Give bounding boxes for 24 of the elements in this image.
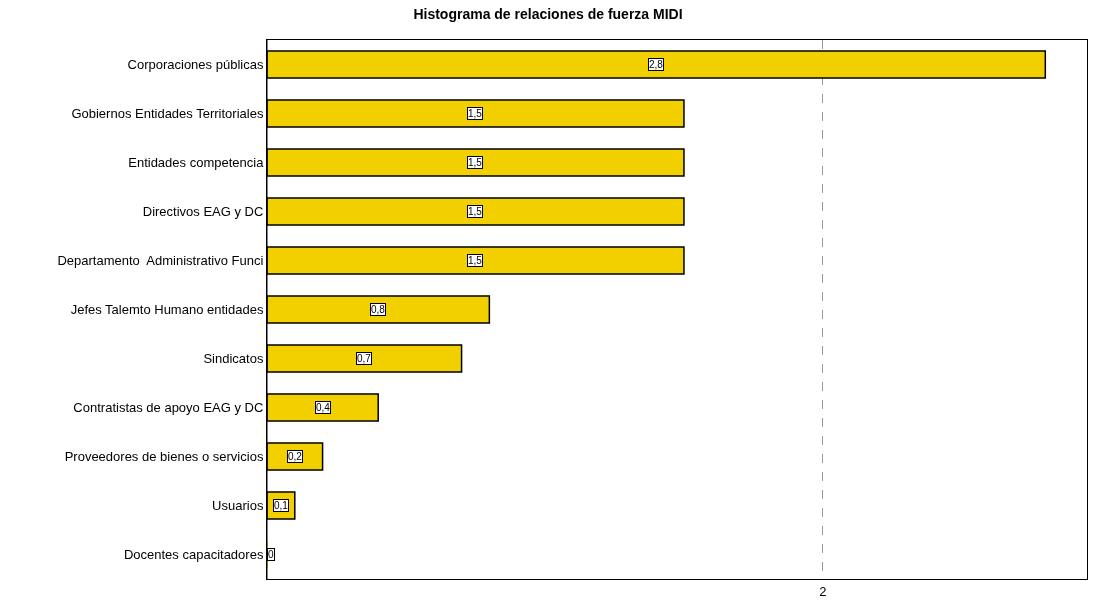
data-label: 0,2 (288, 451, 303, 462)
y-tick-label: Gobiernos Entidades Territoriales (71, 106, 264, 122)
data-label: 0,8 (371, 304, 386, 315)
y-tick-label: Docentes capacitadores (123, 547, 264, 563)
y-tick-label: Departamento Administrativo Funci (57, 253, 264, 269)
data-label: 1,5 (468, 157, 483, 168)
y-tick-label: Usuarios (212, 498, 264, 514)
data-label: 1,5 (468, 206, 483, 217)
y-tick-label: Sindicatos (203, 351, 264, 367)
data-label: 1,5 (468, 108, 483, 119)
data-label: 0,7 (357, 353, 372, 364)
y-tick-label: Contratistas de apoyo EAG y DC (73, 400, 264, 416)
data-label: 2,8 (649, 59, 664, 70)
data-label: 0 (268, 549, 274, 560)
y-tick-label: Entidades competencia (128, 155, 265, 171)
data-label: 0,1 (274, 500, 289, 511)
data-label: 0,4 (316, 402, 331, 413)
chart-title: Histograma de relaciones de fuerza MIDI (413, 5, 683, 22)
data-label: 1,5 (468, 255, 483, 266)
y-tick-label: Corporaciones públicas (127, 57, 264, 73)
y-tick-label: Proveedores de bienes o servicios (64, 449, 264, 465)
y-tick-label: Jefes Talemto Humano entidades (70, 302, 264, 318)
x-tick-label: 2 (819, 583, 827, 599)
y-tick-label: Directivos EAG y DC (142, 204, 264, 220)
